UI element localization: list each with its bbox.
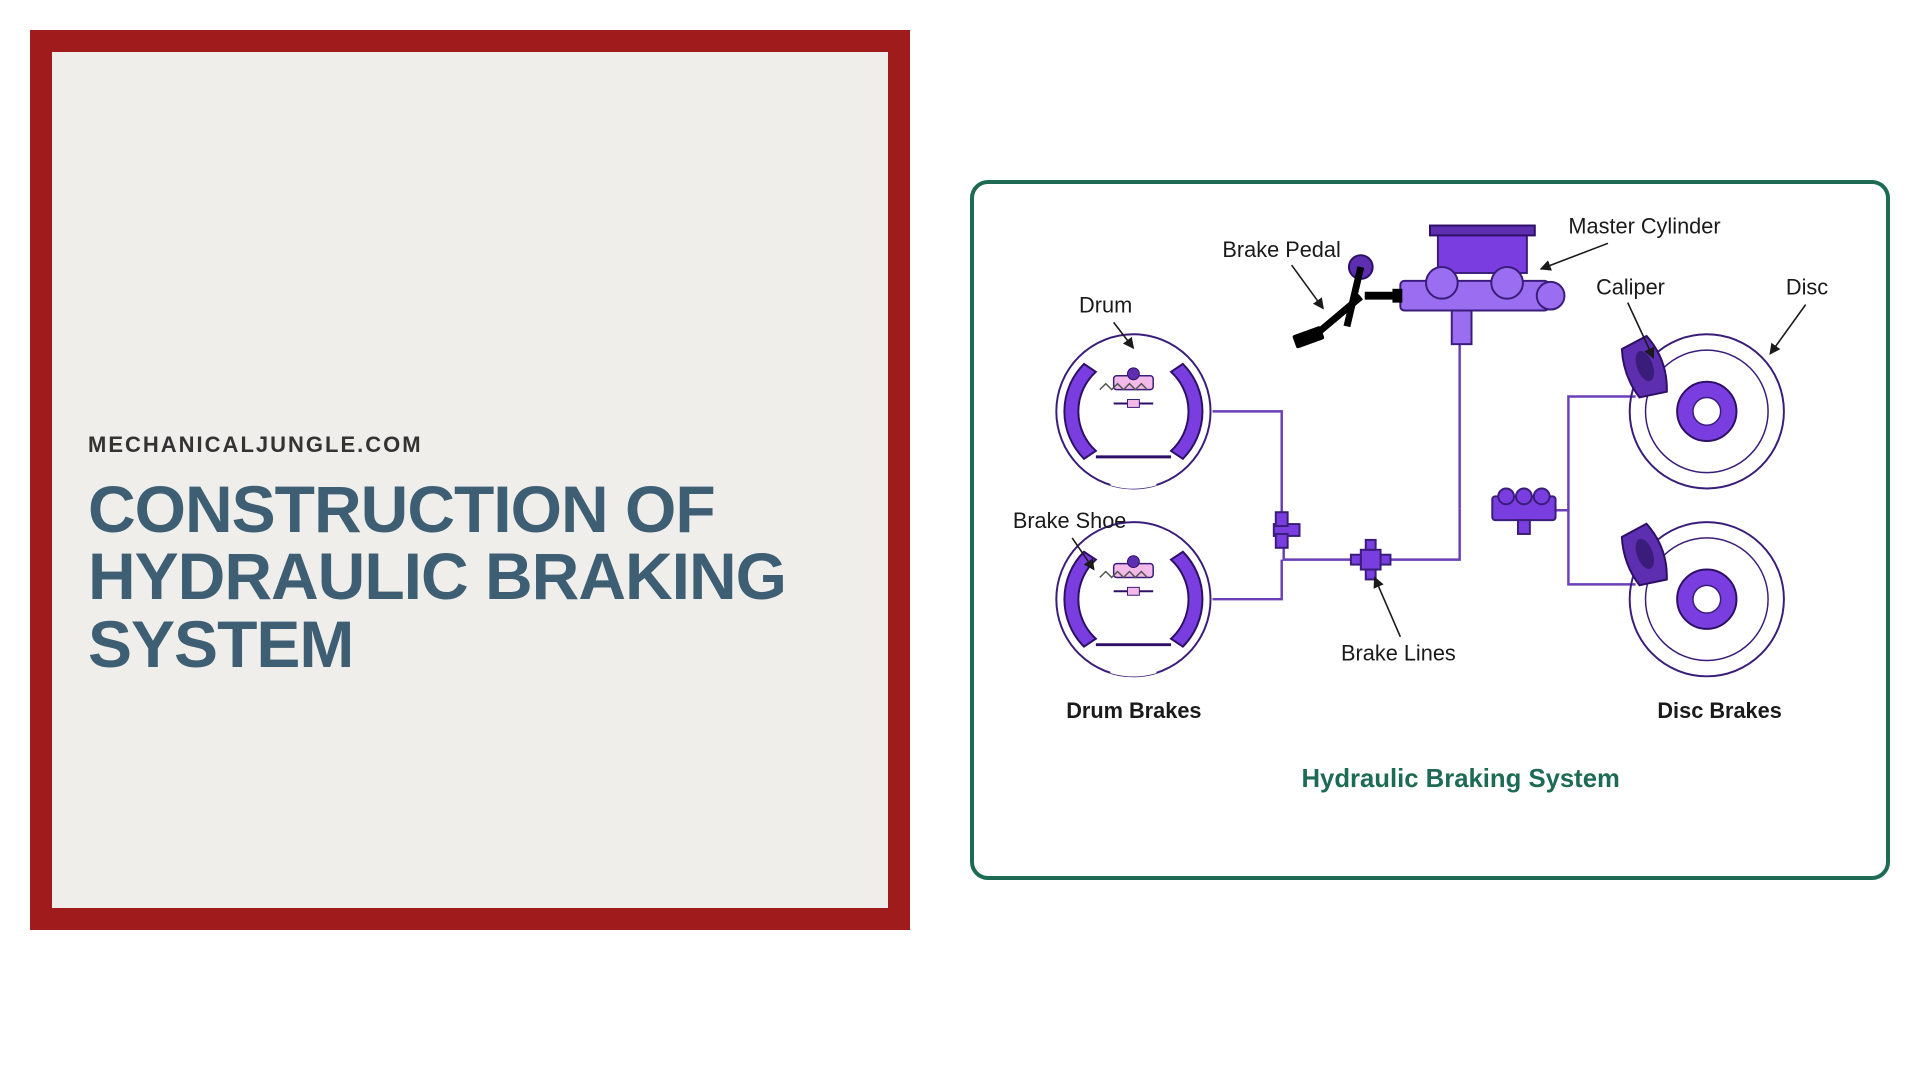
distribution-block: [1492, 488, 1555, 533]
proportioning-valve: [1351, 540, 1391, 580]
title-line-2: HYDRAULIC BRAKING: [88, 543, 786, 610]
label-brake-lines: Brake Lines: [1341, 640, 1456, 665]
hydraulic-diagram: Drum Brake Shoe Brake Pedal Master Cylin…: [974, 184, 1886, 876]
tee-fitting: [1274, 512, 1300, 548]
site-label: MECHANICALJUNGLE.COM: [88, 432, 786, 458]
brake-pedal: [1292, 255, 1373, 349]
title-panel: MECHANICALJUNGLE.COM CONSTRUCTION OF HYD…: [30, 30, 910, 930]
label-disc: Disc: [1786, 275, 1828, 300]
disc-brake-top: [1617, 334, 1784, 489]
disc-brake-bottom: [1617, 522, 1784, 677]
label-caliper: Caliper: [1596, 275, 1665, 300]
label-drum-brakes: Drum Brakes: [1066, 698, 1201, 723]
label-drum: Drum: [1079, 293, 1132, 318]
diagram-box: Drum Brake Shoe Brake Pedal Master Cylin…: [970, 180, 1890, 880]
title-block: MECHANICALJUNGLE.COM CONSTRUCTION OF HYD…: [88, 432, 786, 678]
title-line-1: CONSTRUCTION OF: [88, 476, 786, 543]
drum-brake-bottom: [1056, 522, 1210, 676]
main-title: CONSTRUCTION OF HYDRAULIC BRAKING SYSTEM: [88, 476, 786, 678]
drum-brake-top: [1056, 334, 1210, 488]
label-brake-pedal: Brake Pedal: [1222, 237, 1340, 262]
title-line-3: SYSTEM: [88, 611, 786, 678]
label-master-cylinder: Master Cylinder: [1568, 213, 1720, 238]
brake-lines: [1213, 342, 1636, 599]
diagram-title: Hydraulic Braking System: [1301, 765, 1619, 793]
master-cylinder: [1365, 226, 1565, 345]
label-brake-shoe: Brake Shoe: [1013, 508, 1127, 533]
label-disc-brakes: Disc Brakes: [1657, 698, 1781, 723]
